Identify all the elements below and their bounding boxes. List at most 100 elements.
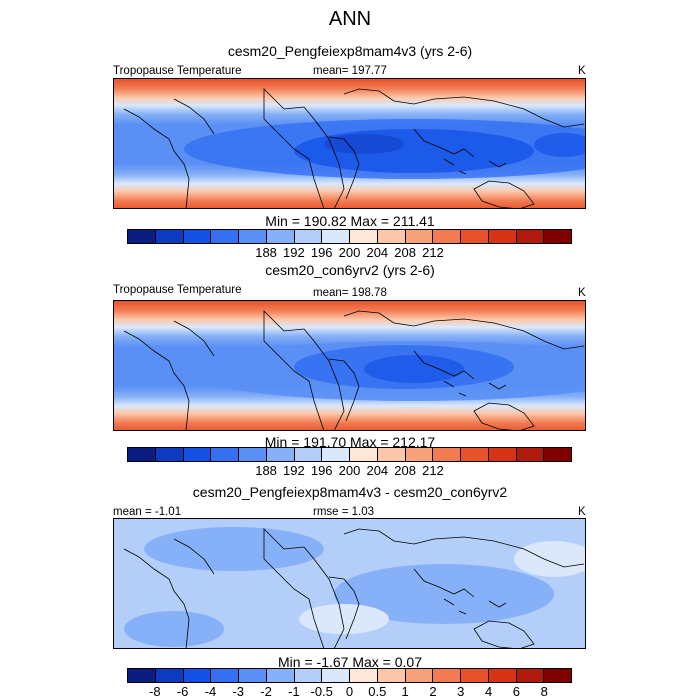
colorbar-top-swatch [294, 230, 323, 243]
panel1-contour-field [114, 79, 585, 208]
colorbar-bottom-ticks-label: 3 [457, 684, 465, 699]
colorbar-top-ticks-label: 204 [366, 245, 389, 260]
colorbar-middle-swatch [350, 448, 378, 461]
colorbar-top-ticks-label: 200 [338, 245, 361, 260]
panel2-case-title: cesm20_con6yrv2 (yrs 2-6) [265, 262, 435, 278]
colorbar-bottom-ticks-label: -6 [176, 684, 189, 699]
colorbar-bottom-ticks-label: -8 [149, 684, 161, 699]
colorbar-middle-ticks-label: 192 [283, 463, 305, 478]
colorbar-bottom-ticks-label: 2 [429, 684, 437, 699]
colorbar-middle-swatch [239, 448, 267, 461]
colorbar-top-swatch [183, 230, 212, 243]
colorbar-top-swatch [544, 230, 571, 243]
colorbar-bottom [127, 668, 572, 683]
colorbar-middle-ticks-label: 188 [255, 463, 277, 478]
colorbar-bottom-ticks-label: -4 [204, 684, 217, 699]
colorbar-middle-ticks-label: 208 [394, 463, 416, 478]
colorbar-bottom-swatch [461, 669, 489, 682]
colorbar-middle-swatch [266, 448, 295, 461]
colorbar-bottom-ticks: -8 -6 -4 -3 -2 -1 -0.5 0 0.5 1 2 3 4 6 8 [0, 684, 700, 700]
panel1-map [113, 78, 586, 209]
panel3-minmax: Min = -1.67 Max = 0.07 [278, 654, 422, 670]
colorbar-top-swatch [211, 230, 239, 243]
colorbar-bottom-swatch [488, 669, 517, 682]
colorbar-bottom-ticks-label: -3 [232, 684, 245, 699]
colorbar-bottom-ticks-label: 1 [401, 684, 409, 699]
panel1-units-label: K [578, 65, 586, 77]
panel3-contour-field [114, 519, 585, 648]
colorbar-bottom-ticks-label: 0 [345, 684, 354, 699]
panel1-variable-label: Tropopause Temperature [113, 65, 242, 77]
colorbar-middle-swatch [211, 448, 239, 461]
colorbar-bottom-swatch [322, 669, 350, 682]
colorbar-bottom-ticks-label: 8 [540, 684, 548, 699]
colorbar-top-ticks-label: 208 [394, 245, 416, 260]
colorbar-middle-swatch [128, 448, 156, 461]
colorbar-top-swatch [488, 230, 517, 243]
colorbar-bottom-ticks-label: -1 [288, 684, 300, 699]
colorbar-middle [127, 447, 572, 462]
panel3-case-title: cesm20_Pengfeiexp8mam4v3 - cesm20_con6yr… [192, 484, 508, 500]
colorbar-bottom-swatch [433, 669, 461, 682]
colorbar-top-swatch [377, 230, 406, 243]
colorbar-bottom-swatch [239, 669, 267, 682]
colorbar-middle-swatch [461, 448, 489, 461]
panel2-mean-label: mean= 198.78 [313, 287, 387, 299]
colorbar-top-swatch [461, 230, 489, 243]
colorbar-middle-ticks-label: 204 [366, 463, 389, 478]
colorbar-top-ticks-label: 196 [310, 245, 333, 260]
panel3-mean-label: mean = -1.01 [113, 506, 182, 518]
colorbar-bottom-ticks-label: -0.5 [310, 684, 333, 699]
panel1-case-title: cesm20_Pengfeiexp8mam4v3 (yrs 2-6) [227, 43, 473, 59]
colorbar-top-swatch [350, 230, 378, 243]
panel2-minmax: Min = 191.70 Max = 212.17 [264, 434, 436, 450]
colorbar-middle-ticks-label: 196 [310, 463, 333, 478]
colorbar-top-ticks-label: 188 [255, 245, 277, 260]
colorbar-middle-swatch [544, 448, 571, 461]
colorbar-bottom-ticks-label: 0.5 [368, 684, 387, 699]
colorbar-bottom-swatch [183, 669, 212, 682]
colorbar-top-swatch [128, 230, 156, 243]
colorbar-bottom-swatch [128, 669, 156, 682]
panel2-variable-label: Tropopause Temperature [113, 284, 242, 296]
colorbar-bottom-ticks-label: 6 [512, 684, 520, 699]
colorbar-middle-swatch [183, 448, 212, 461]
colorbar-bottom-swatch [377, 669, 406, 682]
colorbar-bottom-swatch [405, 669, 434, 682]
colorbar-middle-swatch [516, 448, 545, 461]
colorbar-top-swatch [433, 230, 461, 243]
colorbar-top-ticks: 188 192 196 200 204 208 212 [0, 245, 700, 261]
panel3-units-label: K [578, 506, 586, 518]
colorbar-middle-swatch [488, 448, 517, 461]
colorbar-middle-swatch [155, 448, 184, 461]
colorbar-middle-swatch [294, 448, 323, 461]
panel2-map [113, 300, 586, 431]
colorbar-middle-ticks-label: 200 [338, 463, 361, 478]
panel3-rmse-label: rmse = 1.03 [313, 506, 375, 518]
panel1-minmax: Min = 190.82 Max = 211.41 [265, 213, 435, 229]
colorbar-top-ticks-label: 192 [283, 245, 305, 260]
colorbar-middle-swatch [377, 448, 406, 461]
colorbar-top-swatch [155, 230, 184, 243]
colorbar-middle-ticks: 188 192 196 200 204 208 212 [0, 463, 700, 479]
panel2-contour-field [114, 301, 585, 430]
colorbar-top [127, 229, 572, 244]
colorbar-top-swatch [239, 230, 267, 243]
colorbar-top-ticks-label: 212 [422, 245, 444, 260]
colorbar-bottom-swatch [350, 669, 378, 682]
colorbar-middle-swatch [405, 448, 434, 461]
colorbar-middle-swatch [322, 448, 350, 461]
colorbar-top-swatch [322, 230, 350, 243]
panel1-mean-label: mean= 197.77 [313, 65, 387, 77]
colorbar-middle-swatch [433, 448, 461, 461]
colorbar-top-swatch [405, 230, 434, 243]
colorbar-bottom-swatch [516, 669, 545, 682]
colorbar-top-swatch [516, 230, 545, 243]
colorbar-middle-ticks-label: 212 [422, 463, 444, 478]
panel3-map [113, 518, 586, 649]
colorbar-top-swatch [266, 230, 295, 243]
colorbar-bottom-ticks-label: -2 [260, 684, 272, 699]
colorbar-bottom-swatch [544, 669, 571, 682]
colorbar-bottom-ticks-label: 4 [484, 684, 493, 699]
colorbar-bottom-swatch [266, 669, 295, 682]
